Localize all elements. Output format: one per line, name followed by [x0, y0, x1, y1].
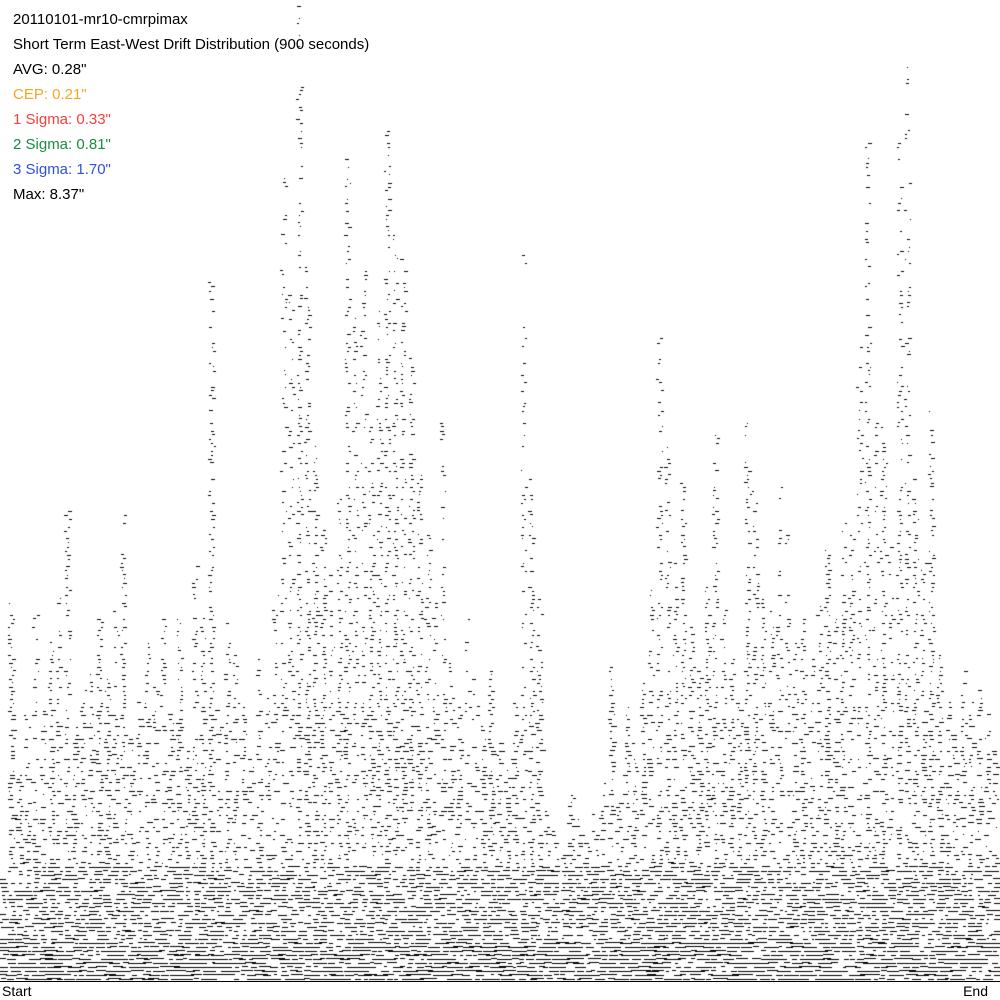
x-axis-end-label: End	[963, 983, 988, 999]
stat-max: Max: 8.37"	[13, 186, 85, 203]
x-axis-line	[0, 981, 1000, 982]
chart-header: 20110101-mr10-cmrpimax Short Term East-W…	[13, 7, 369, 207]
stat-3sigma: 3 Sigma: 1.70"	[13, 161, 111, 178]
chart-title: Short Term East-West Drift Distribution …	[13, 36, 370, 53]
x-axis-start-label: Start	[2, 983, 32, 999]
stat-2sigma: 2 Sigma: 0.81"	[13, 136, 111, 153]
stat-1sigma: 1 Sigma: 0.33"	[13, 111, 111, 128]
stat-avg: AVG: 0.28"	[13, 61, 87, 78]
stat-cep: CEP: 0.21"	[13, 86, 87, 103]
dataset-title: 20110101-mr10-cmrpimax	[13, 11, 188, 28]
